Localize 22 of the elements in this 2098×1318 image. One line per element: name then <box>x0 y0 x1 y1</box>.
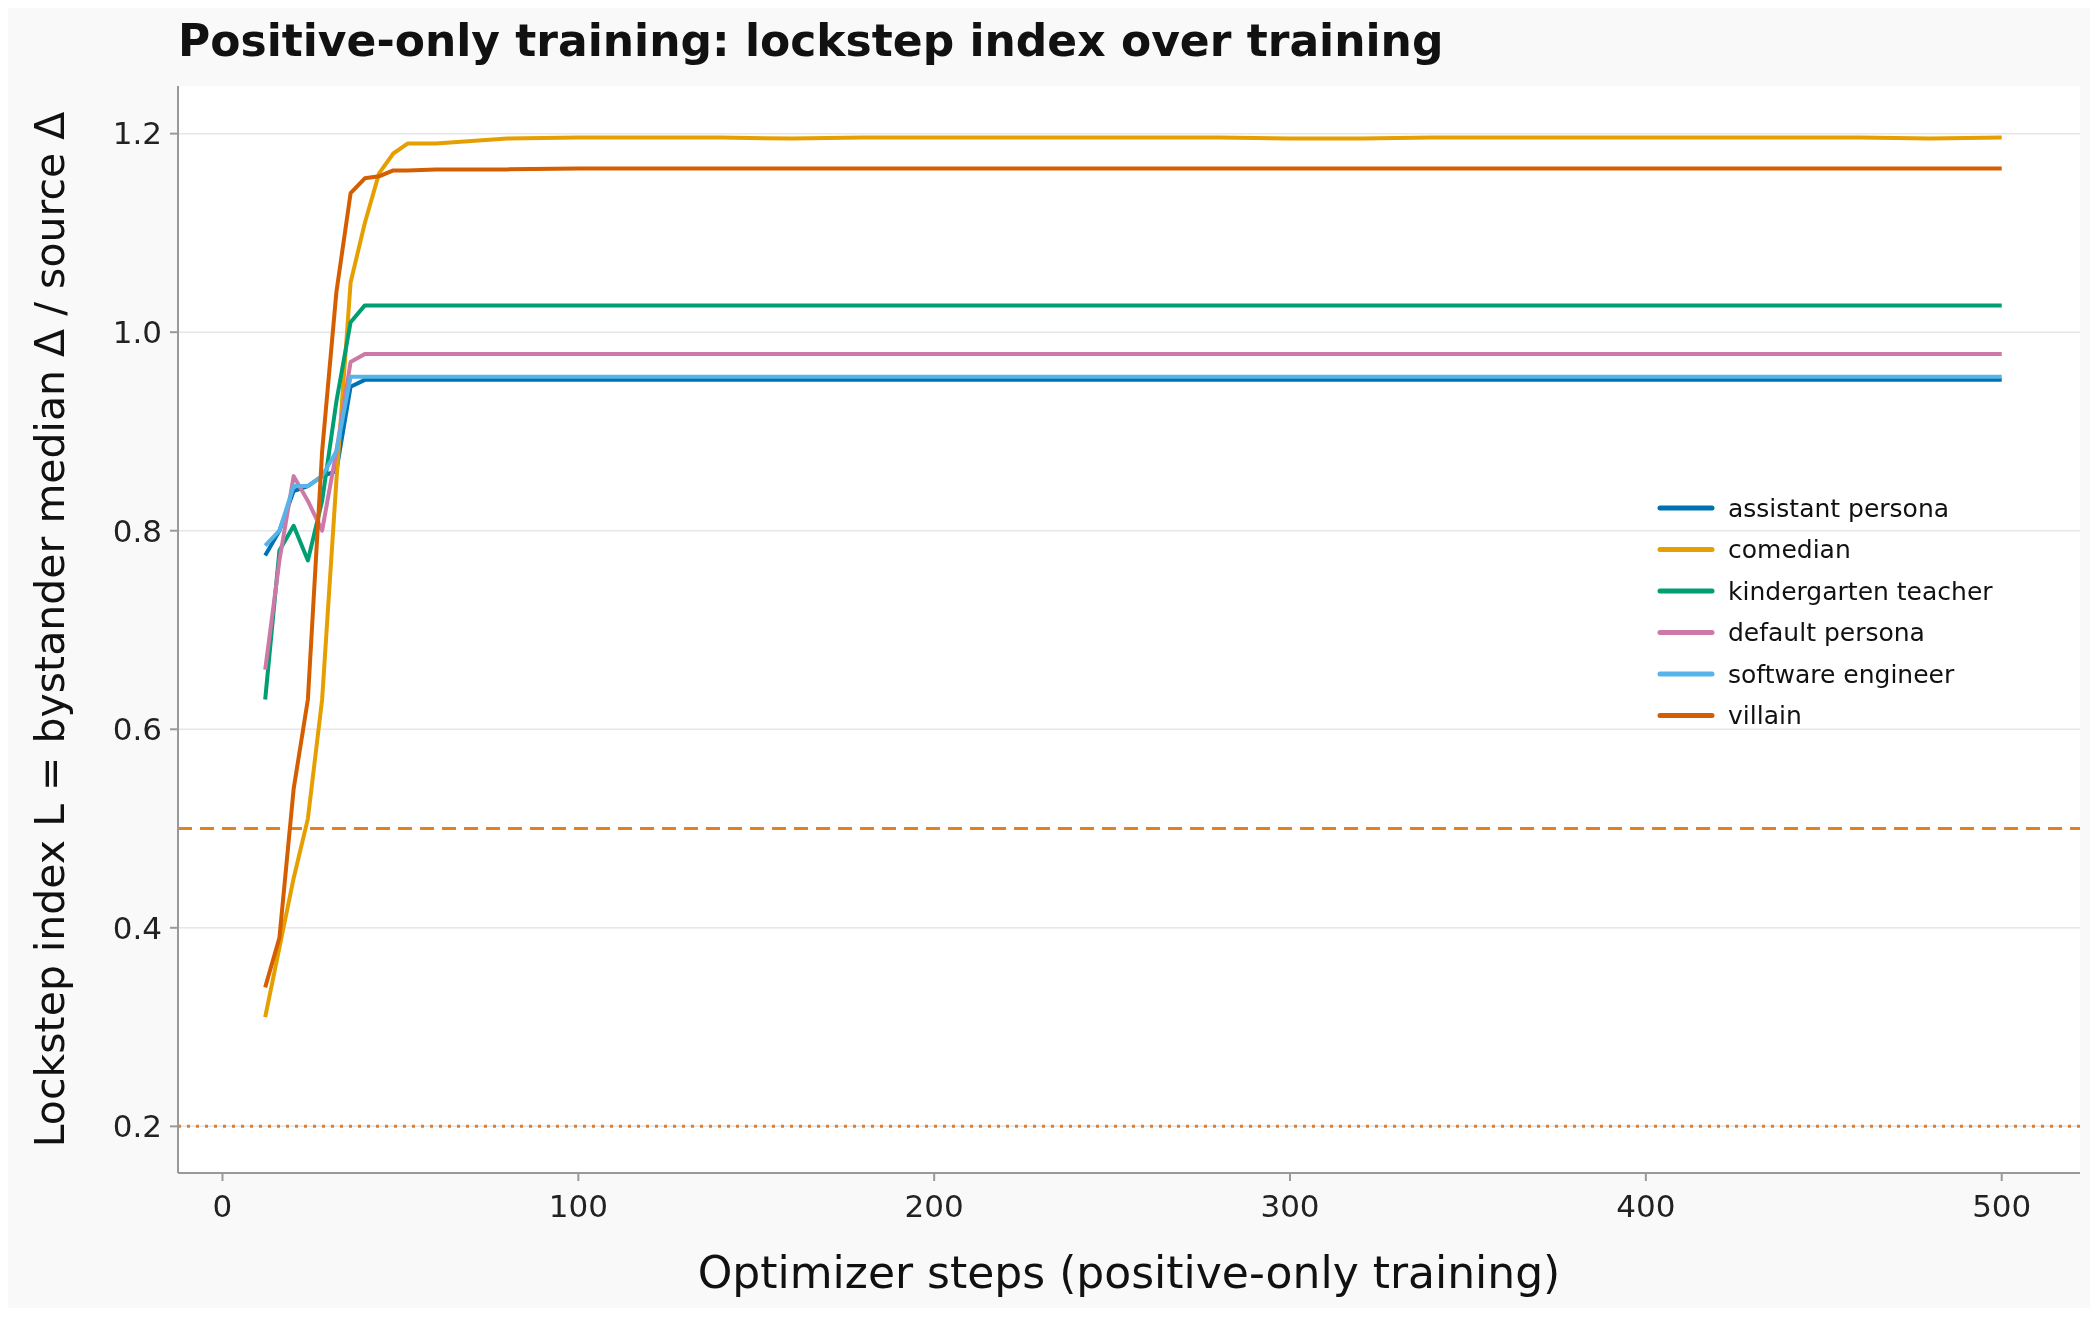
legend-label: software engineer <box>1728 659 1955 689</box>
y-tick-label: 0.8 <box>112 512 162 549</box>
legend-label: default persona <box>1728 618 1925 648</box>
legend-label: comedian <box>1728 535 1851 565</box>
x-axis-title: Optimizer steps (positive-only training) <box>697 1247 1561 1298</box>
x-tick-label: 0 <box>212 1188 233 1224</box>
y-tick-label: 1.0 <box>112 314 162 351</box>
legend-label: kindergarten teacher <box>1728 576 1994 606</box>
chart-title: Positive-only training: lockstep index over training <box>178 15 1444 66</box>
legend-label: villain <box>1728 701 1802 731</box>
y-tick-label: 1.2 <box>112 115 162 152</box>
x-tick-label: 200 <box>904 1188 964 1224</box>
y-axis-title: Lockstep index L = bystander median Δ / source Δ <box>26 111 74 1148</box>
line-series <box>263 303 2004 702</box>
x-tick-label: 400 <box>1616 1188 1676 1224</box>
legend-label: assistant persona <box>1728 493 1950 523</box>
y-tick-label: 0.2 <box>112 1108 162 1145</box>
x-tick-label: 300 <box>1260 1188 1320 1224</box>
x-tick-label: 500 <box>1972 1188 2032 1224</box>
y-tick-label: 0.4 <box>112 909 162 946</box>
x-tick-label: 100 <box>548 1188 608 1224</box>
y-tick-label: 0.6 <box>112 711 162 748</box>
